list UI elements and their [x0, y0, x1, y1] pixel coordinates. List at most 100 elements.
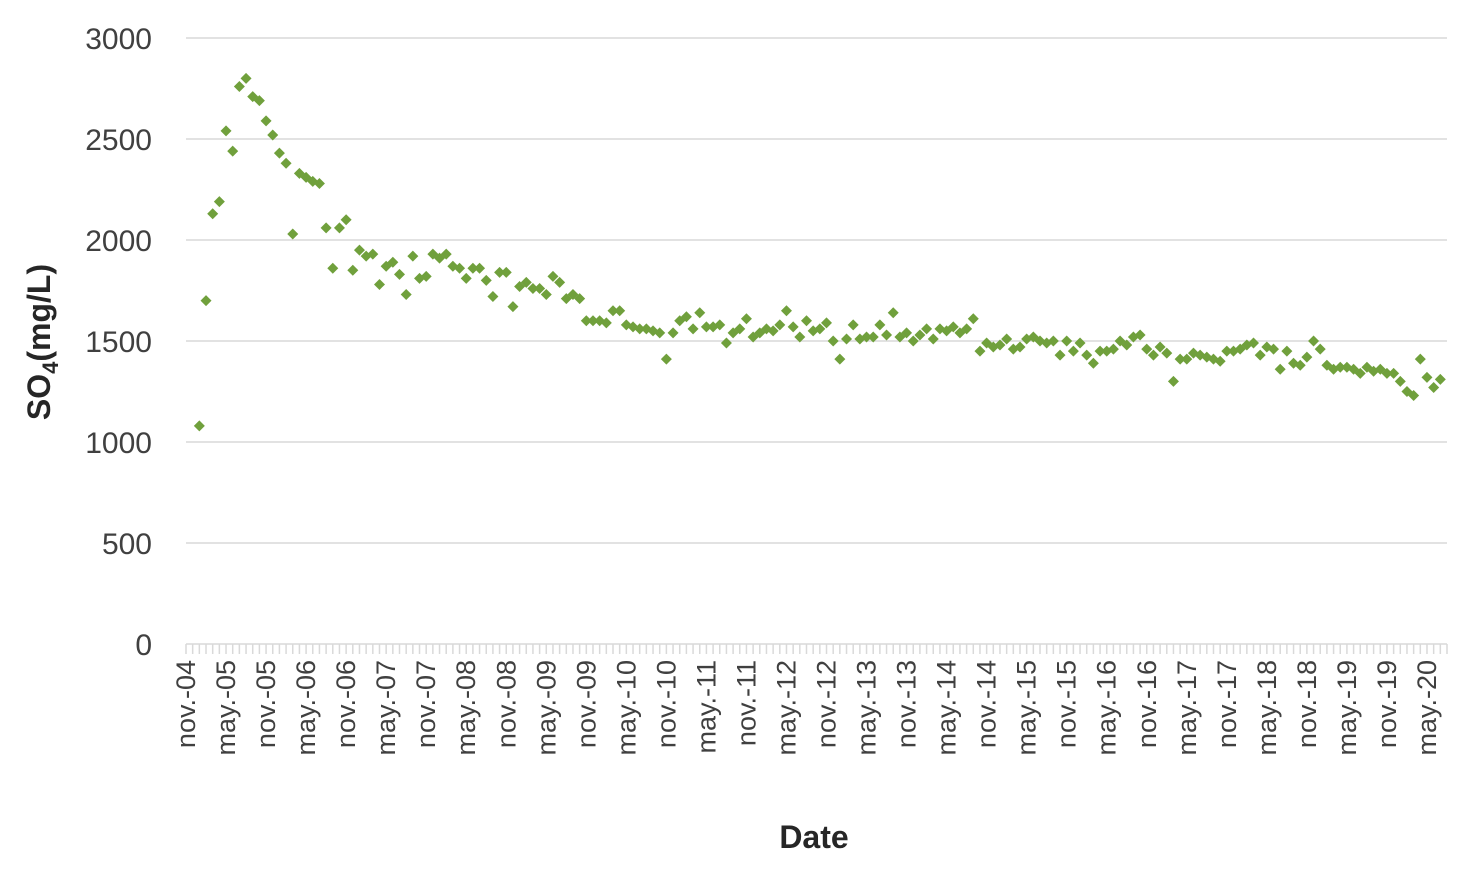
x-tick-label: nov.-18 — [1292, 660, 1322, 748]
data-point — [1094, 345, 1106, 357]
x-tick-label: may.-14 — [932, 660, 962, 756]
data-point — [714, 319, 726, 331]
data-point — [694, 307, 706, 319]
data-point — [353, 244, 365, 256]
data-point — [1394, 375, 1406, 387]
data-point — [520, 276, 532, 288]
x-tick-label: may.-06 — [291, 660, 321, 756]
x-tick-label: nov.-05 — [251, 660, 281, 748]
data-point — [1274, 363, 1286, 375]
y-tick-label: 1000 — [85, 427, 152, 460]
y-tick-label: 3000 — [85, 23, 152, 56]
data-point — [400, 289, 412, 301]
data-point — [1074, 337, 1086, 349]
data-point — [887, 307, 899, 319]
y-axis-ticks: 0 500 1000 1500 2000 2500 3000 — [85, 23, 152, 662]
data-point — [227, 145, 239, 157]
data-point — [921, 323, 933, 335]
data-point — [320, 222, 332, 234]
x-tick-label: nov.-17 — [1212, 660, 1242, 748]
data-point — [540, 289, 552, 301]
x-tick-label: may.-17 — [1172, 660, 1202, 756]
data-point — [200, 295, 212, 307]
data-point — [1134, 329, 1146, 341]
data-point — [280, 157, 292, 169]
data-point — [1221, 345, 1233, 357]
data-point — [1081, 349, 1093, 361]
data-point — [841, 333, 853, 345]
data-point — [273, 147, 285, 159]
data-point — [1381, 367, 1393, 379]
data-point — [667, 327, 679, 339]
x-tick-label: may.-07 — [371, 660, 401, 756]
data-point — [1121, 339, 1133, 351]
data-point — [1087, 357, 1099, 369]
data-point — [660, 353, 672, 365]
data-point — [1408, 390, 1420, 402]
data-point — [914, 329, 926, 341]
x-tick-label: may.-09 — [531, 660, 561, 756]
data-point — [974, 345, 986, 357]
data-point — [680, 311, 692, 323]
data-point — [373, 278, 385, 290]
x-tick-label: may.-15 — [1012, 660, 1042, 756]
x-tick-label: may.-18 — [1252, 660, 1282, 756]
data-point — [1167, 375, 1179, 387]
data-point — [1141, 343, 1153, 355]
data-point — [1428, 381, 1440, 393]
data-point — [547, 270, 559, 282]
x-tick-label: nov.-19 — [1372, 660, 1402, 748]
data-point — [387, 256, 399, 268]
y-tick-label: 1500 — [85, 326, 152, 359]
x-tick-label: nov.-04 — [171, 660, 201, 748]
data-point — [874, 319, 886, 331]
data-point — [240, 72, 252, 84]
data-point — [654, 327, 666, 339]
x-tick-label: nov.-11 — [731, 660, 761, 746]
data-point — [967, 313, 979, 325]
data-point — [500, 266, 512, 278]
x-tick-label: may.-20 — [1412, 660, 1442, 756]
data-point — [994, 339, 1006, 351]
data-point — [787, 321, 799, 333]
data-point — [313, 177, 325, 189]
gridlines — [185, 37, 1448, 654]
data-point — [907, 335, 919, 347]
data-point — [454, 262, 466, 274]
y-axis-title-main: SO — [21, 374, 57, 420]
data-point — [427, 248, 439, 260]
data-point — [901, 327, 913, 339]
data-point — [1308, 335, 1320, 347]
data-point — [467, 262, 479, 274]
data-point — [220, 125, 232, 137]
y-axis-title-unit: (mg/L) — [21, 264, 57, 362]
data-point — [407, 250, 419, 262]
data-point — [1067, 345, 1079, 357]
x-tick-label: may.-16 — [1092, 660, 1122, 756]
data-point — [267, 129, 279, 141]
y-axis-title: SO4(mg/L) — [21, 264, 63, 420]
data-point — [1388, 367, 1400, 379]
data-point — [614, 305, 626, 317]
data-point — [740, 313, 752, 325]
data-point — [800, 315, 812, 327]
data-point — [847, 319, 859, 331]
data-point — [814, 323, 826, 335]
data-point — [1014, 341, 1026, 353]
data-point — [1268, 343, 1280, 355]
x-axis-title: Date — [779, 819, 848, 855]
data-point — [420, 270, 432, 282]
data-point — [1147, 349, 1159, 361]
data-point — [774, 319, 786, 331]
data-point — [1107, 343, 1119, 355]
data-point — [1294, 359, 1306, 371]
data-point — [961, 323, 973, 335]
data-point — [487, 291, 499, 303]
data-point — [1061, 335, 1073, 347]
x-tick-label: nov.-09 — [571, 660, 601, 748]
data-point — [947, 321, 959, 333]
data-point — [1281, 345, 1293, 357]
data-point — [394, 268, 406, 280]
data-point — [687, 323, 699, 335]
